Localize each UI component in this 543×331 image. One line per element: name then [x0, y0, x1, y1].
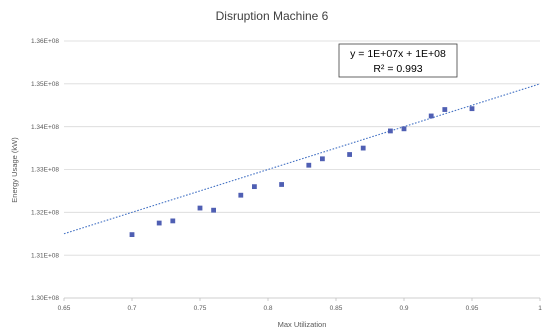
y-tick-label: 1.35E+08: [31, 81, 59, 88]
x-tick-label: 0.8: [263, 305, 272, 312]
data-point: [469, 106, 475, 112]
data-point: [388, 128, 393, 134]
data-point: [197, 205, 203, 211]
data-point: [442, 107, 448, 112]
y-tick-label: 1.31E+08: [31, 252, 59, 259]
axes: [63, 297, 541, 301]
data-point: [129, 232, 135, 238]
y-tick-label: 1.36E+08: [31, 38, 59, 45]
y-tick-label: 1.32E+08: [31, 210, 59, 217]
y-tick-label: 1.30E+08: [31, 295, 59, 302]
trendline-equation-box: y = 1E+07x + 1E+08 R² = 0.993: [338, 43, 458, 78]
trendline: [63, 83, 541, 235]
y-tick-label: 1.33E+08: [31, 167, 59, 174]
x-tick-label: 1: [538, 305, 542, 312]
data-point: [156, 220, 162, 226]
x-tick-label: 0.85: [330, 305, 343, 312]
gridlines: [64, 40, 540, 256]
data-point: [347, 152, 352, 157]
data-point: [401, 126, 407, 132]
y-tick-labels: 1.30E+08 1.31E+08 1.32E+08 1.33E+08 1.34E+08…: [31, 38, 59, 302]
data-point: [279, 182, 284, 187]
data-point: [320, 156, 325, 162]
data-point: [252, 184, 257, 190]
data-points: [129, 106, 475, 238]
x-axis-label: Max Utilization: [278, 320, 327, 329]
y-tick-label: 1.34E+08: [31, 124, 59, 131]
y-axis-label: Energy Usage (kW): [10, 137, 19, 203]
x-tick-labels: 0.65 0.7 0.75 0.8 0.85 0.9 0.95 1: [58, 305, 543, 312]
data-point: [306, 162, 312, 168]
x-tick-label: 0.65: [58, 305, 71, 312]
x-tick-label: 0.95: [466, 305, 479, 312]
x-tick-label: 0.7: [127, 305, 136, 312]
trendline-equation: y = 1E+07x + 1E+08: [350, 48, 446, 60]
trendline-layer: [63, 83, 541, 235]
data-point: [428, 113, 434, 119]
equation-box-border: [338, 43, 458, 78]
data-point: [360, 145, 366, 151]
data-point: [238, 192, 244, 198]
r-squared-label: R² = 0.993: [373, 63, 422, 75]
data-point: [211, 207, 216, 213]
chart-title: Disruption Machine 6: [216, 9, 329, 23]
data-point: [170, 218, 176, 224]
x-tick-label: 0.9: [399, 305, 408, 312]
x-tick-label: 0.75: [194, 305, 207, 312]
